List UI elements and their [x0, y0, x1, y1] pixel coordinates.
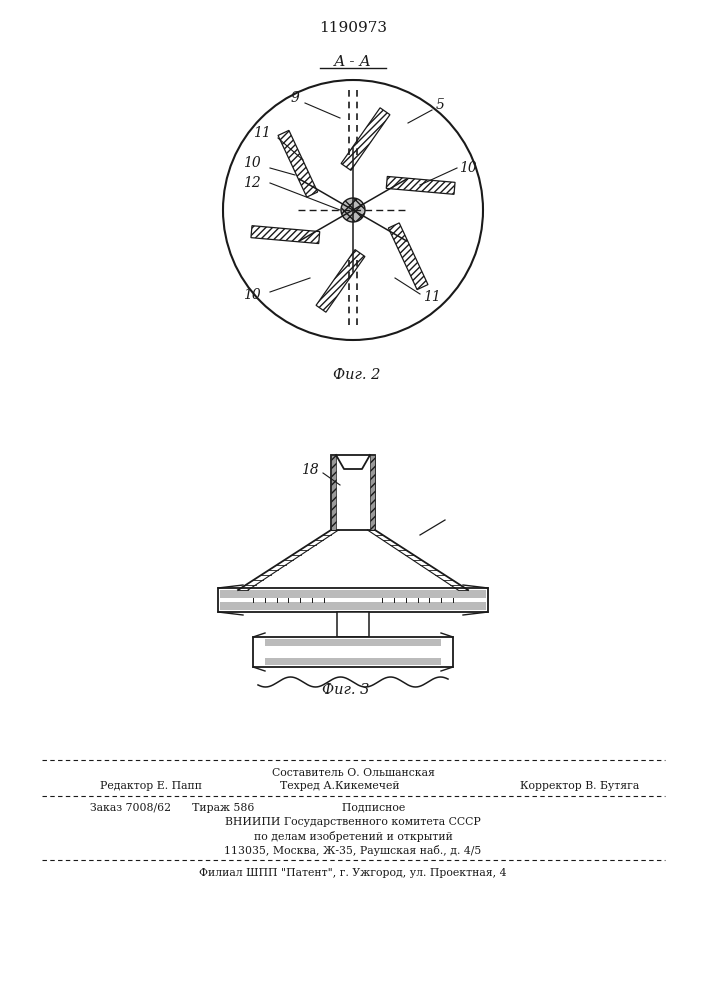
Text: Заказ 7008/62      Тираж 586                         Подписное: Заказ 7008/62 Тираж 586 Подписное [90, 803, 405, 813]
Text: 5: 5 [436, 98, 445, 112]
Polygon shape [388, 223, 428, 290]
Bar [253, 637, 453, 667]
Text: 113035, Москва, Ж-35, Раушская наб., д. 4/5: 113035, Москва, Ж-35, Раушская наб., д. … [224, 844, 481, 856]
Text: 12: 12 [243, 176, 261, 190]
Text: А - А: А - А [334, 55, 372, 69]
Text: 10: 10 [243, 156, 261, 170]
Text: 10: 10 [459, 161, 477, 175]
Polygon shape [278, 130, 317, 197]
Bar [218, 588, 488, 612]
Bar [370, 455, 375, 530]
Text: Филиал ШПП "Патент", г. Ужгород, ул. Проектная, 4: Филиал ШПП "Патент", г. Ужгород, ул. Про… [199, 868, 507, 878]
Text: 9: 9 [291, 91, 300, 105]
Text: Составитель О. Ольшанская: Составитель О. Ольшанская [271, 768, 434, 778]
Text: 18: 18 [301, 463, 319, 477]
Text: по делам изобретений и открытий: по делам изобретений и открытий [254, 830, 452, 842]
Text: Редактор Е. Папп: Редактор Е. Папп [100, 781, 202, 791]
Bar [331, 455, 375, 530]
Text: Корректор В. Бутяга: Корректор В. Бутяга [520, 781, 639, 791]
Text: Техред А.Кикемечей: Техред А.Кикемечей [280, 781, 399, 791]
Text: 11: 11 [423, 290, 441, 304]
Text: Фиг. 3: Фиг. 3 [322, 683, 369, 697]
Bar [220, 590, 486, 598]
Bar [265, 658, 441, 665]
Bar [331, 455, 336, 530]
Polygon shape [386, 176, 455, 194]
Text: 1190973: 1190973 [319, 21, 387, 35]
Bar [220, 602, 486, 610]
Text: Фиг. 2: Фиг. 2 [333, 368, 380, 382]
Bar [265, 639, 441, 646]
Text: ВНИИПИ Государственного комитета СССР: ВНИИПИ Государственного комитета СССР [225, 817, 481, 827]
Polygon shape [251, 226, 320, 244]
Circle shape [341, 198, 365, 222]
Text: 10: 10 [243, 288, 261, 302]
Text: 11: 11 [253, 126, 271, 140]
Polygon shape [341, 108, 390, 170]
Bar [337, 612, 369, 637]
Polygon shape [316, 250, 365, 312]
